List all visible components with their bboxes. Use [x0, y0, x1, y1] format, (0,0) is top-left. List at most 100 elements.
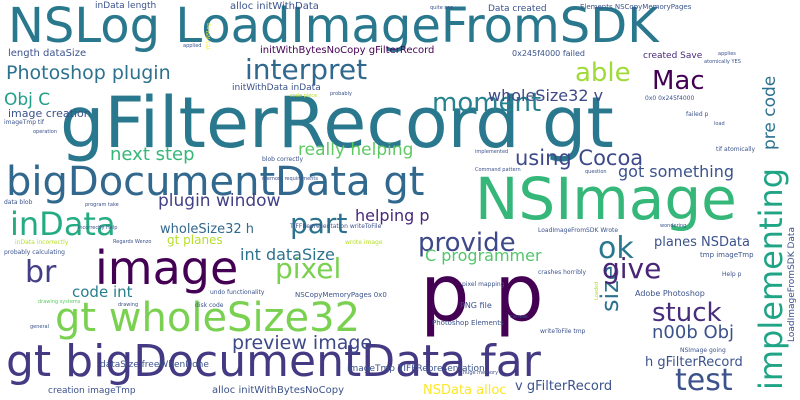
- word: h gFilterRecord: [645, 355, 743, 370]
- word: provide: [418, 228, 516, 258]
- word: gt bigDocumentData far: [6, 336, 541, 387]
- word: able: [575, 58, 631, 88]
- word: undo functionality: [210, 289, 265, 296]
- word: next step: [110, 144, 195, 165]
- word: gFilterRecord gt: [60, 82, 614, 164]
- word: ok: [598, 231, 634, 266]
- word: general: [30, 324, 50, 330]
- word: LoadImageFromSDK Data: [787, 227, 797, 342]
- word: incorrectly Help: [78, 225, 118, 231]
- word: inData: [10, 205, 116, 243]
- word: inData length: [95, 1, 157, 11]
- word: pixel mapping: [462, 281, 505, 288]
- word: planes NSData: [654, 235, 750, 250]
- word: NSData alloc: [423, 383, 507, 398]
- word: wondering: [660, 223, 687, 229]
- word: image creation: [8, 107, 91, 120]
- word: test: [675, 363, 733, 398]
- word: part: [290, 207, 348, 240]
- word: inData incorrectly: [15, 239, 69, 246]
- word: applied: [183, 43, 202, 49]
- word: TIFFRepresentation writeToFile: [290, 223, 382, 230]
- word: interpret: [245, 53, 368, 86]
- word: code piece: [290, 93, 318, 99]
- word: imageTmp TIFFRepresentation: [347, 364, 485, 374]
- word: v gFilterRecord: [515, 379, 613, 394]
- word: give: [602, 252, 662, 285]
- word: 0x0 0x245f4000: [645, 95, 695, 102]
- word: gt wholeSize32: [55, 295, 361, 341]
- word: n00b Obj: [652, 322, 735, 343]
- word: NSCopyMemoryPages 0x0: [295, 291, 387, 299]
- word: atomically YES: [704, 59, 741, 65]
- word: writeToFile tmp: [540, 328, 586, 335]
- word: Photoshop plugin: [6, 62, 171, 84]
- word: wholeSize32 h: [160, 222, 255, 237]
- word: tmp imageTmp: [700, 251, 754, 259]
- word: memory requirements: [262, 176, 318, 182]
- word: Mac: [652, 66, 705, 96]
- word: pre code: [760, 75, 780, 150]
- word: applies: [718, 51, 736, 57]
- word: drawing: [118, 302, 139, 308]
- word: wrote image: [345, 239, 383, 246]
- word: br: [25, 255, 57, 290]
- word: blob correctly: [262, 156, 304, 163]
- word: tif atomically: [716, 146, 756, 153]
- word: 0x245f4000 failed: [512, 49, 585, 58]
- word: NSLog LoadImageFromSDK: [8, 0, 659, 54]
- word: pixel: [275, 252, 342, 285]
- word: plugin window: [158, 191, 281, 211]
- word: p p: [420, 249, 544, 339]
- word: Adobe Photoshop: [635, 289, 705, 298]
- word: canvas: [510, 314, 528, 320]
- word: got something: [618, 162, 735, 181]
- word: implementing: [752, 167, 790, 390]
- word: Data created: [488, 4, 547, 14]
- word: NSImage: [475, 165, 737, 233]
- word: imageTmp tif: [4, 119, 45, 126]
- word: alloc initWithBytesNoCopy: [212, 385, 345, 396]
- word: program take: [85, 202, 119, 208]
- word: operation: [33, 129, 58, 135]
- word: bigDocumentData gt: [6, 159, 425, 205]
- word: Obj C: [4, 90, 51, 110]
- word: using Cocoa: [515, 146, 644, 170]
- word: wholeSize32 v: [488, 86, 604, 105]
- word: really helping: [298, 140, 414, 160]
- word: Elements NSCopyMemoryPages: [580, 3, 692, 11]
- word: quite see: [430, 5, 454, 11]
- word: stuck: [652, 298, 722, 328]
- word: image: [95, 241, 239, 295]
- word: dataSize freeWhenDone: [100, 360, 209, 370]
- word: data blob: [4, 199, 33, 206]
- word: int dataSize: [240, 245, 335, 264]
- word: Command pattern: [475, 167, 521, 173]
- word: Help p: [722, 271, 742, 278]
- word: failed p: [686, 111, 709, 118]
- word: gt planes: [167, 233, 223, 247]
- word: Regards Wenzo: [113, 239, 152, 245]
- word: creation imageTmp: [48, 386, 136, 396]
- word: probably: [330, 91, 352, 97]
- word: huge memory: [463, 370, 499, 376]
- word: crashes horribly: [538, 269, 587, 276]
- word: NSImage going: [680, 347, 726, 354]
- word: code int: [72, 283, 133, 301]
- word: probably calculating: [4, 249, 65, 256]
- word: YES NSLog: [206, 23, 212, 50]
- word: preview image: [232, 332, 373, 354]
- word: C programmer: [425, 246, 542, 265]
- word: Loaded: [594, 281, 600, 300]
- word: created Save: [643, 51, 703, 61]
- word: moment: [432, 88, 542, 118]
- word: helping p: [355, 206, 430, 225]
- word: load: [714, 121, 725, 127]
- word: initWithData inData: [232, 83, 321, 93]
- word: implemented: [475, 149, 509, 155]
- word: alloc initWithData: [230, 1, 319, 12]
- word: initWithBytesNoCopy gFilterRecord: [260, 45, 435, 56]
- word: question: [585, 169, 607, 175]
- word: disk code: [195, 302, 224, 309]
- word: length dataSize: [8, 48, 87, 59]
